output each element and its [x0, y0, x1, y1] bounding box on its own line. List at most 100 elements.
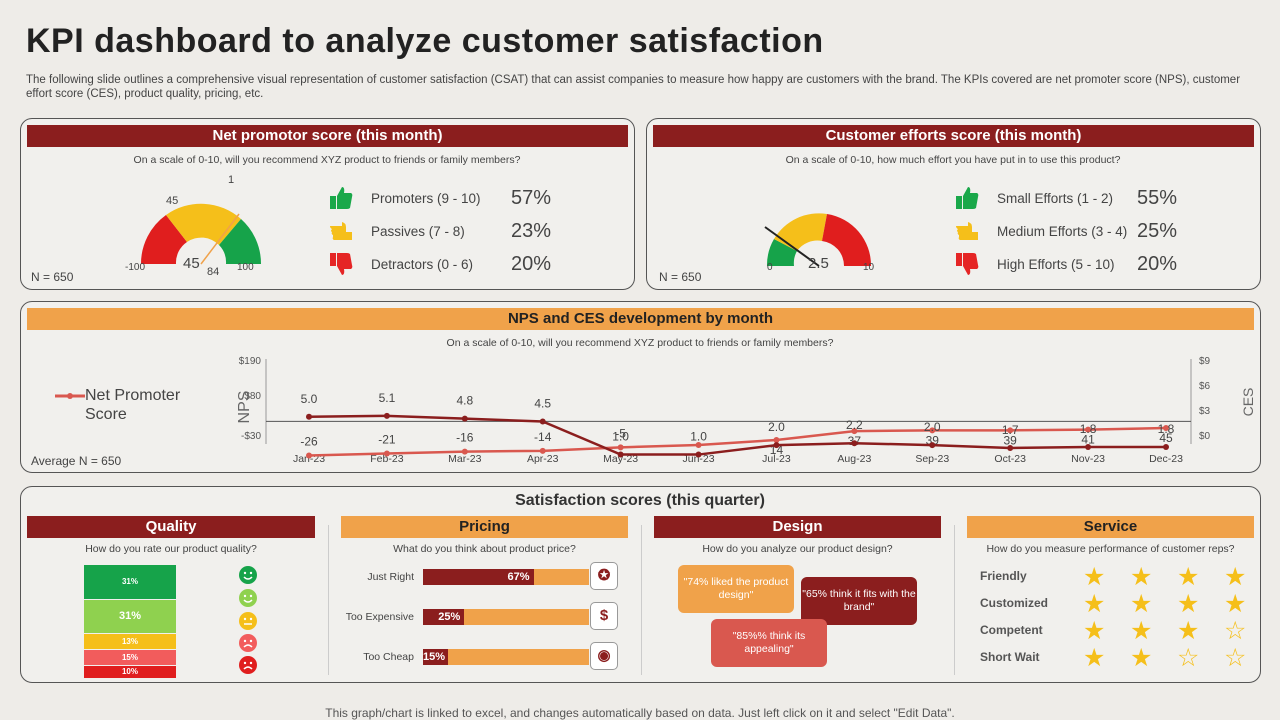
nps-series-point	[383, 450, 390, 457]
ces-question: On a scale of 0-10, how much effort you …	[785, 154, 1121, 166]
quality-bar-label: 15%	[121, 653, 138, 662]
service-row-label: Friendly	[980, 569, 1027, 583]
pricing-row-label: Too Cheap	[363, 651, 414, 663]
divider	[954, 525, 955, 675]
x-tick-label: Jun-23	[682, 453, 714, 465]
ces-data-label: 1.0	[690, 430, 707, 444]
quality-bar-label: 31%	[121, 577, 138, 586]
design-bubble-brand-text: "65% think it fits with the brand"	[802, 588, 916, 613]
nps-series-point	[539, 447, 546, 454]
ces-data-label: 4.8	[456, 394, 473, 408]
nps-series-point	[851, 428, 858, 435]
nps-data-label: 45	[1159, 431, 1173, 445]
ces-gauge-max: 10	[863, 262, 875, 273]
thumbs-down-icon	[328, 251, 354, 282]
nps-gauge-detr-label: 1	[228, 174, 235, 186]
pricing-bar-fill: 25%	[423, 609, 465, 625]
nps-tick-label: $80	[244, 391, 261, 402]
ces-series-point	[306, 413, 312, 420]
nps-row-label: Detractors (0 - 6)	[371, 257, 474, 272]
footer-note: This graph/chart is linked to excel, and…	[325, 706, 955, 720]
nps-gauge-value: 45	[183, 255, 200, 272]
pricing-row-label: Just Right	[367, 571, 414, 583]
pricing-bar-track	[423, 609, 589, 625]
nps-series-point	[695, 442, 702, 449]
thumbs-up-icon	[328, 185, 354, 216]
ces-gauge-min: 0	[767, 262, 773, 273]
ces-series-point	[929, 442, 936, 449]
money-bag-icon: $	[590, 602, 618, 630]
nps-row-pct: 23%	[511, 220, 552, 242]
star-empty-icon: ☆	[1177, 644, 1200, 672]
thumbs-side-icon	[328, 218, 354, 249]
ces-series-point	[695, 451, 702, 458]
thumbs-down-icon	[954, 251, 980, 282]
pricing-header: Pricing	[341, 516, 628, 538]
ces-row-label: Small Efforts (1 - 2)	[997, 191, 1114, 206]
nps-row-pct: 57%	[511, 187, 552, 209]
quality-bar-label: 13%	[121, 637, 138, 646]
ces-row-pct: 20%	[1137, 253, 1178, 275]
nps-series-point	[461, 448, 468, 455]
star-filled-icon: ★	[1083, 617, 1106, 645]
ces-series-point	[851, 440, 858, 447]
nps-series-point	[773, 437, 780, 443]
ces-data-label: 1.8	[1158, 422, 1175, 436]
quality-bar: 10%	[84, 666, 176, 678]
design-bubble-appealing: "85%% think its appealing"	[711, 619, 827, 667]
star-filled-icon: ★	[1224, 563, 1247, 591]
nps-gauge-needle	[200, 213, 240, 265]
quality-bar: 13%	[84, 634, 176, 649]
nps-series-point	[1007, 427, 1014, 434]
nps-gauge-prom-label: 84	[207, 266, 220, 278]
quality-bar: 15%	[84, 650, 176, 665]
rating-face-icon	[239, 634, 257, 652]
ces-axis-title: CES	[1240, 388, 1256, 417]
nps-row-label: Passives (7 - 8)	[371, 224, 465, 239]
rating-face-icon	[239, 656, 257, 674]
ces-data-label: 2.0	[768, 420, 785, 434]
x-tick-label: Mar-23	[448, 453, 481, 465]
quality-question: How do you rate our product quality?	[85, 543, 257, 555]
x-tick-label: Nov-23	[1071, 453, 1105, 465]
nps-n: N = 650	[31, 270, 74, 284]
quality-bar: 31%	[84, 565, 176, 599]
ces-series-line	[308, 414, 1166, 456]
ces-gauge-red	[822, 214, 872, 266]
quality-bars: 31% 31% 13% 15% 10%	[84, 565, 176, 679]
design-header: Design	[654, 516, 941, 538]
pricing-bar-fill: 67%	[423, 569, 534, 585]
star-filled-icon: ★	[1177, 590, 1200, 618]
trend-legend-label: Net Promoter Score	[85, 387, 181, 423]
pricing-question: What do you think about product price?	[393, 543, 576, 555]
nps-series-point	[1085, 426, 1092, 433]
pricing-bar-pct: 67%	[507, 571, 530, 583]
x-tick-label: Dec-23	[1149, 453, 1183, 465]
service-row-label: Short Wait	[980, 650, 1040, 664]
nps-question: On a scale of 0-10, will you recommend X…	[133, 154, 521, 166]
star-filled-icon: ★	[1130, 563, 1153, 591]
star-filled-icon: ★	[1130, 617, 1153, 645]
ces-data-label: 2.2	[846, 418, 863, 432]
service-question: How do you measure performance of custom…	[986, 543, 1235, 555]
satisfaction-panel: Satisfaction scores (this quarter) Quali…	[20, 486, 1261, 683]
ces-series-point	[539, 418, 546, 425]
page-title: KPI dashboard to analyze customer satisf…	[26, 22, 824, 60]
star-filled-icon: ★	[1083, 590, 1106, 618]
ces-gauge-value: 2.5	[808, 255, 829, 272]
star-filled-icon: ★	[1224, 590, 1247, 618]
ces-series-point	[383, 412, 390, 419]
nps-series-line	[308, 426, 1167, 457]
nps-series-point	[1163, 425, 1169, 432]
nps-tick-label: $190	[239, 356, 262, 367]
nps-series-point	[306, 452, 312, 459]
ces-tick-label: $9	[1199, 356, 1211, 367]
nps-panel: Net promotor score (this month) On a sca…	[20, 118, 635, 290]
badge-icon: ✪	[590, 562, 618, 590]
ces-tick-label: $3	[1199, 406, 1211, 417]
thumbs-side-icon	[954, 218, 980, 249]
ces-panel: Customer efforts score (this month) On a…	[646, 118, 1261, 290]
design-bubble-liked: "74% liked the product design"	[678, 565, 794, 613]
ces-tick-label: $6	[1199, 381, 1211, 392]
nps-header: Net promotor score (this month)	[27, 125, 628, 147]
